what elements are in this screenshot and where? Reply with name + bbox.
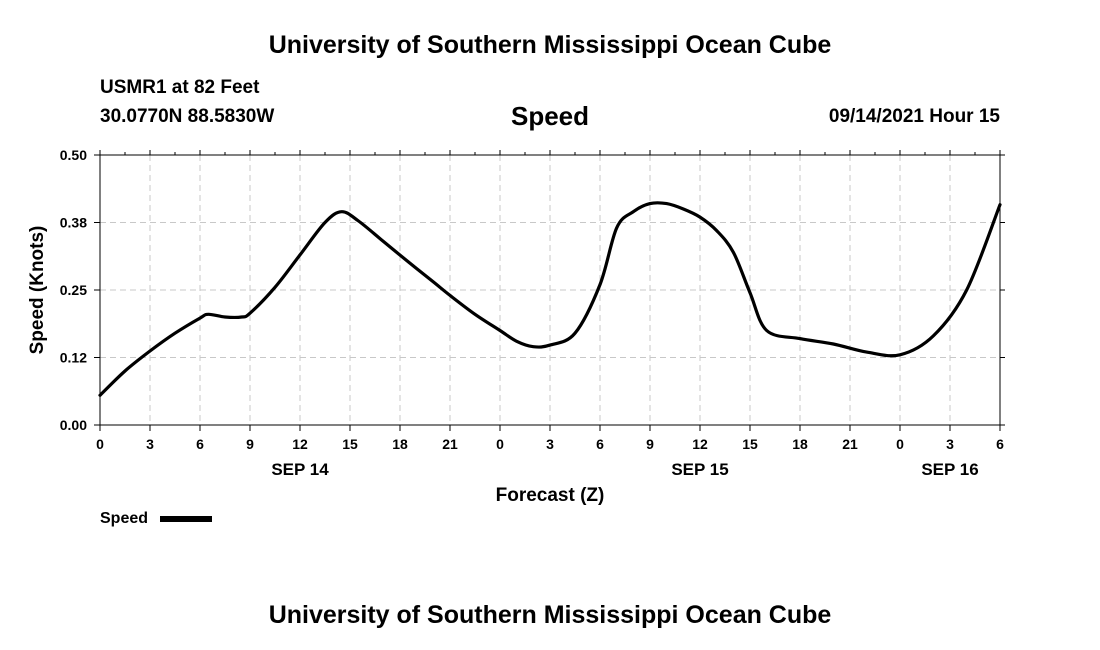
x-tick-label: 18: [392, 436, 408, 452]
station-coordinates: 30.0770N 88.5830W: [100, 106, 275, 127]
x-tick-label: 9: [246, 436, 254, 452]
station-label: USMR1 at 82 Feet: [100, 77, 260, 98]
legend-label: Speed: [100, 510, 149, 527]
x-tick-label: 6: [596, 436, 604, 452]
legend-swatch: [160, 516, 212, 522]
org-title-bottom: University of Southern Mississippi Ocean…: [268, 601, 832, 629]
y-tick-label: 0.12: [60, 350, 87, 366]
x-tick-label: 12: [692, 436, 708, 452]
y-tick-label: 0.50: [60, 147, 87, 163]
axis-labels: 0 3 6 9 12 15 18 21 0 3 6 9 12 15 18 21 0 3 6 0.00 0.12 0.25 0…: [27, 147, 1004, 506]
x-tick-label: 3: [546, 436, 554, 452]
series-layer: [98, 201, 1002, 397]
x-tick-label: 6: [996, 436, 1004, 452]
x-tick-label: 18: [792, 436, 808, 452]
y-tick-label: 0.25: [60, 282, 87, 298]
x-tick-label: 0: [896, 436, 904, 452]
chart-axes: [94, 150, 1005, 431]
grid-lines: [100, 155, 1000, 425]
y-axis-title: Speed (Knots): [27, 226, 48, 355]
x-tick-label: 9: [646, 436, 654, 452]
y-tick-label: 0.00: [60, 417, 87, 433]
x-tick-label: 21: [842, 436, 858, 452]
x-tick-label: 15: [742, 436, 758, 452]
x-tick-label: 3: [146, 436, 154, 452]
x-date-label: SEP 15: [671, 460, 728, 479]
chart-title: Speed: [510, 101, 590, 131]
x-tick-label: 6: [196, 436, 204, 452]
x-date-label: SEP 16: [921, 460, 978, 479]
x-tick-label: 21: [442, 436, 458, 452]
org-title-top: University of Southern Mississippi Ocean…: [268, 31, 832, 59]
x-date-label: SEP 14: [271, 460, 329, 479]
x-tick-label: 3: [946, 436, 954, 452]
x-tick-label: 12: [292, 436, 308, 452]
x-tick-label: 15: [342, 436, 358, 452]
run-date: 09/14/2021 Hour 15: [828, 106, 1000, 127]
y-tick-label: 0.38: [60, 215, 87, 231]
x-tick-label: 0: [96, 436, 104, 452]
x-axis-title: Forecast (Z): [496, 485, 605, 506]
series-line-speed: [98, 201, 1002, 397]
x-tick-label: 0: [496, 436, 504, 452]
